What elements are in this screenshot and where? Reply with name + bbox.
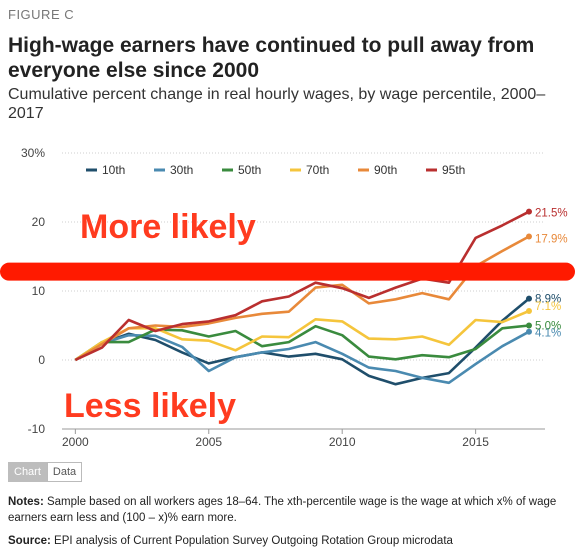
x-tick-label: 2015 xyxy=(462,435,489,449)
notes-label: Notes: xyxy=(8,496,44,508)
y-tick-label: 20 xyxy=(32,215,46,229)
series-end-point xyxy=(525,308,532,315)
source-text: EPI analysis of Current Population Surve… xyxy=(54,535,453,547)
chart-source: Source: EPI analysis of Current Populati… xyxy=(8,533,568,549)
y-tick-label: 0 xyxy=(38,353,45,367)
series-end-label: 4.1% xyxy=(535,328,561,340)
series-end-point xyxy=(525,328,532,335)
chart-notes: Notes: Sample based on all workers ages … xyxy=(8,494,568,526)
legend-label: 30th xyxy=(170,163,193,177)
series-line xyxy=(74,235,530,362)
divider-bar xyxy=(0,262,575,281)
annotation-more-likely: More likely xyxy=(80,208,256,246)
annotation-less-likely: Less likely xyxy=(64,387,236,425)
series-end-label: 21.5% xyxy=(535,208,568,220)
legend-label: 70th xyxy=(306,163,329,177)
y-tick-label: 10 xyxy=(32,284,46,298)
legend-label: 50th xyxy=(238,163,261,177)
y-tick-label: -10 xyxy=(28,422,46,436)
series-line xyxy=(74,330,530,385)
series-end-point xyxy=(525,233,532,240)
tab-data[interactable]: Data xyxy=(46,462,83,482)
series-end-point xyxy=(525,295,532,302)
notes-text: Sample based on all workers ages 18–64. … xyxy=(8,496,557,524)
source-label: Source: xyxy=(8,535,51,547)
x-tick-label: 2010 xyxy=(329,435,356,449)
series-end-label: 5.0% xyxy=(535,321,561,333)
tab-chart[interactable]: Chart xyxy=(8,462,47,482)
series-end-point xyxy=(525,322,532,329)
series-end-label: 8.9% xyxy=(535,294,561,306)
series-line xyxy=(74,324,530,362)
view-tabs: Chart Data xyxy=(8,462,83,482)
figure-label: FIGURE C xyxy=(8,7,75,22)
line-chart: -10 0 10 20 30% 2000 2005 2010 2015 10th 30th 50th 7… xyxy=(0,146,575,449)
legend-label: 10th xyxy=(102,163,125,177)
series-end-label: 7.1% xyxy=(535,301,561,313)
legend-label: 95th xyxy=(442,163,465,177)
series-end-label: 17.9% xyxy=(535,233,568,245)
x-tick-label: 2000 xyxy=(62,435,89,449)
y-tick-label: 30% xyxy=(21,146,45,160)
series-end-point xyxy=(525,208,532,215)
legend-label: 90th xyxy=(374,163,397,177)
series-line xyxy=(74,297,530,386)
chart-subtitle: Cumulative percent change in real hourly… xyxy=(8,86,546,122)
chart-title: High-wage earners have continued to pull… xyxy=(8,34,535,82)
x-tick-label: 2005 xyxy=(195,435,222,449)
